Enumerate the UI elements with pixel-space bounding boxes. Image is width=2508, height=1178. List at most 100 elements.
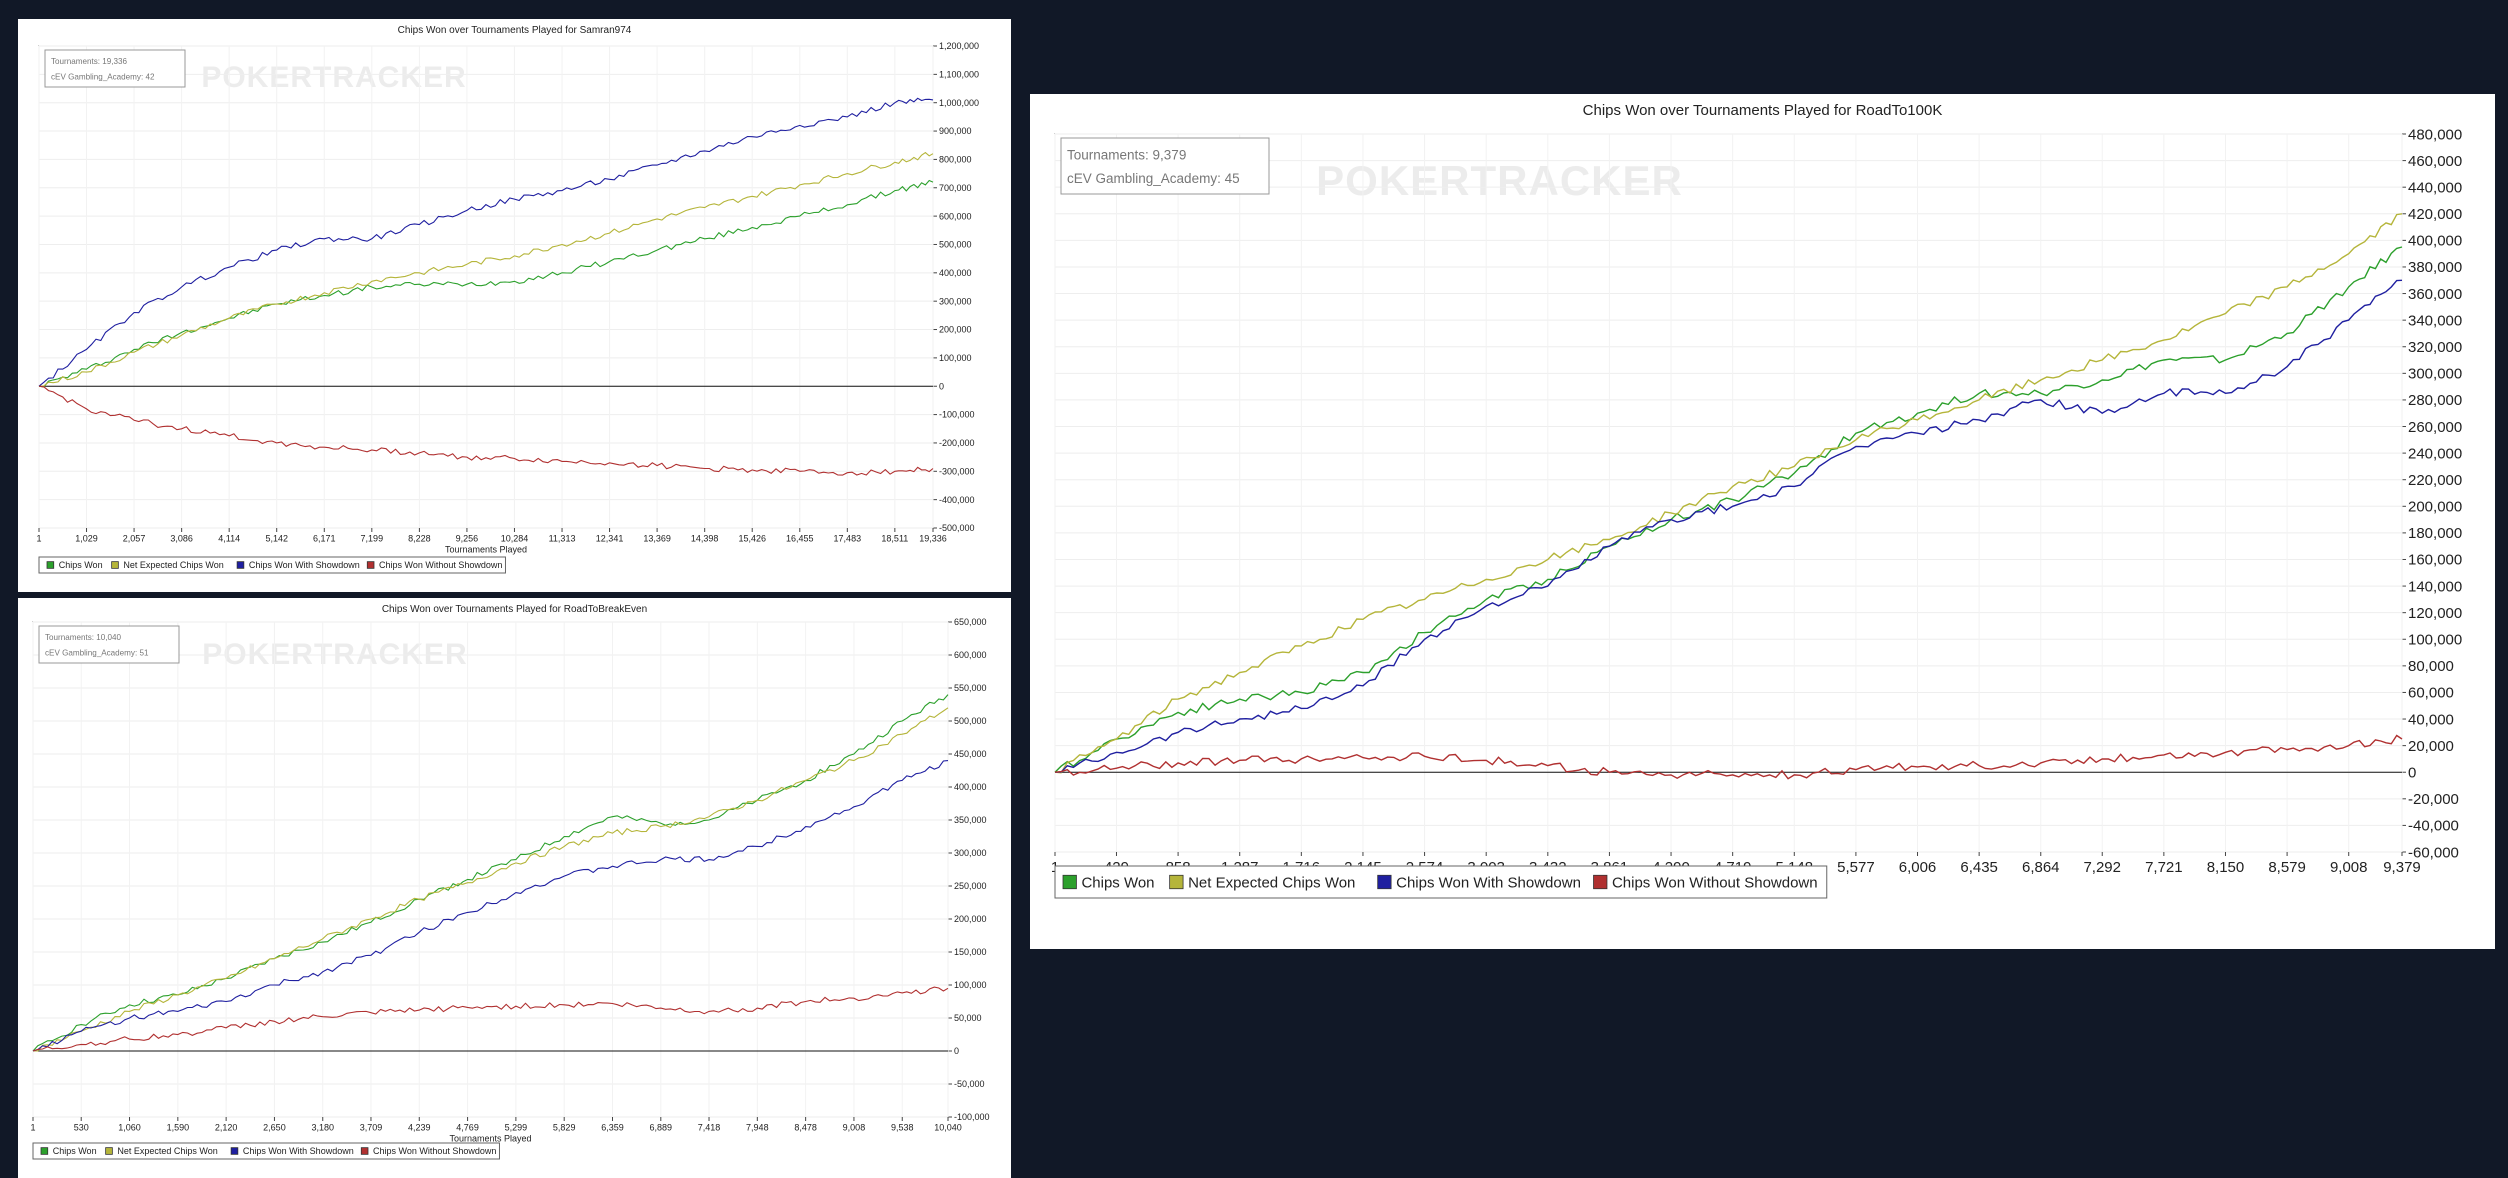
legend-label-4: Chips Won Without Showdown	[1612, 874, 1818, 891]
legend: Chips Won Net Expected Chips Won Chips Won…	[32, 1142, 500, 1160]
y-tick-label: -100,000	[954, 1112, 990, 1122]
y-tick-label: 550,000	[954, 683, 987, 693]
y-tick-label: 900,000	[939, 126, 972, 136]
y-tick-label: 240,000	[2408, 445, 2462, 462]
y-tick-label: 100,000	[2408, 632, 2462, 649]
x-tick-label: 6,171	[313, 533, 336, 543]
x-tick-label: 4,239	[408, 1122, 431, 1132]
legend-swatch-3	[230, 1147, 239, 1155]
x-tick-label: 8,150	[2207, 859, 2245, 876]
stats-line: cEV Gambling_Academy: 45	[1067, 171, 1240, 186]
y-tick-label: -40,000	[2408, 818, 2459, 835]
legend-swatch-1	[1062, 874, 1077, 890]
x-tick-label: 17,483	[834, 533, 862, 543]
y-tick-label: 480,000	[2408, 126, 2462, 143]
x-tick-label: 7,199	[361, 533, 384, 543]
y-tick-label: 1,200,000	[939, 41, 979, 51]
legend-swatch-2	[111, 561, 119, 569]
x-tick-label: 8,228	[408, 533, 431, 543]
x-tick-label: 5,299	[505, 1122, 528, 1132]
y-tick-label: -500,000	[939, 523, 975, 533]
y-tick-label: -300,000	[939, 466, 975, 476]
watermark: POKERTRACKER	[201, 61, 466, 94]
x-tick-label: 6,889	[650, 1122, 673, 1132]
y-tick-label: 150,000	[954, 947, 987, 957]
y-tick-label: 50,000	[954, 1013, 982, 1023]
chart-panel-samran974: Chips Won over Tournaments Played for Sa…	[18, 19, 1011, 592]
legend-label-1: Chips Won	[59, 560, 103, 570]
y-tick-label: 420,000	[2408, 206, 2462, 223]
stats-line: Tournaments: 10,040	[45, 633, 122, 642]
x-tick-label: 9,008	[843, 1122, 866, 1132]
x-tick-label: 7,721	[2145, 859, 2183, 876]
x-tick-label: 7,948	[746, 1122, 769, 1132]
chart-title: Chips Won over Tournaments Played for Sa…	[398, 25, 632, 36]
legend-label-4: Chips Won Without Showdown	[373, 1146, 496, 1156]
chart-panel-roadtobreakeven: Chips Won over Tournaments Played for Ro…	[18, 598, 1011, 1178]
series-line-3	[32, 760, 949, 1052]
y-tick-label: 200,000	[2408, 499, 2462, 516]
series-line-1	[1054, 246, 2403, 773]
y-tick-label: 200,000	[954, 914, 987, 924]
y-tick-label: 320,000	[2408, 339, 2462, 356]
series-line-3	[38, 97, 934, 387]
y-tick-label: 0	[954, 1046, 959, 1056]
y-tick-label: 460,000	[2408, 153, 2462, 170]
legend-swatch-1	[40, 1147, 49, 1155]
y-tick-label: 260,000	[2408, 419, 2462, 436]
x-tick-label: 6,359	[601, 1122, 624, 1132]
legend-label-1: Chips Won	[53, 1146, 97, 1156]
legend-swatch-3	[1377, 874, 1392, 890]
y-tick-label: 250,000	[954, 881, 987, 891]
x-tick-label: 5,829	[553, 1122, 576, 1132]
series-line-1	[32, 694, 949, 1052]
chart-svg-roadto100k: Chips Won over Tournaments Played for Ro…	[1051, 102, 2462, 899]
stats-line: cEV Gambling_Academy: 42	[51, 73, 155, 82]
y-tick-label: 80,000	[2408, 658, 2454, 675]
y-tick-label: 300,000	[2408, 366, 2462, 383]
x-tick-label: 19,336	[919, 533, 947, 543]
y-tick-label: 400,000	[2408, 233, 2462, 250]
series-line-2	[1054, 213, 2403, 774]
y-tick-label: 0	[2408, 764, 2416, 781]
y-tick-label: 300,000	[954, 848, 987, 858]
stats-line: Tournaments: 9,379	[1067, 147, 1186, 162]
y-tick-label: 400,000	[939, 268, 972, 278]
y-tick-label: 350,000	[954, 815, 987, 825]
legend-frame	[1054, 865, 1828, 899]
x-tick-label: 8,579	[2268, 859, 2306, 876]
legend: Chips Won Net Expected Chips Won Chips Won…	[38, 556, 506, 574]
x-tick-label: 4,114	[218, 533, 240, 543]
series-line-4	[32, 986, 949, 1052]
plot-area	[1054, 133, 2403, 853]
legend-label-4: Chips Won Without Showdown	[379, 560, 502, 570]
y-tick-label: 400,000	[954, 782, 987, 792]
x-tick-label: 10,040	[934, 1122, 962, 1132]
stats-box: Tournaments: 19,336 cEV Gambling_Academy:…	[44, 49, 186, 88]
x-tick-label: 18,511	[881, 533, 908, 543]
x-tick-label: 10,284	[501, 533, 529, 543]
x-tick-label: 1	[30, 1122, 35, 1132]
x-tick-label: 9,008	[2330, 859, 2368, 876]
y-tick-label: 180,000	[2408, 525, 2462, 542]
x-tick-label: 12,341	[596, 533, 624, 543]
y-tick-label: -60,000	[2408, 844, 2459, 861]
y-tick-label: 450,000	[954, 749, 987, 759]
plot-area	[38, 45, 934, 529]
y-tick-label: 20,000	[2408, 738, 2454, 755]
y-tick-label: -50,000	[954, 1079, 985, 1089]
x-tick-label: 15,426	[738, 533, 766, 543]
x-tick-label: 16,455	[786, 533, 814, 543]
series-line-3	[1054, 279, 2403, 773]
chart-title: Chips Won over Tournaments Played for Ro…	[1583, 102, 1943, 119]
legend-label-3: Chips Won With Showdown	[249, 560, 360, 570]
legend-swatch-2	[1169, 874, 1184, 890]
legend-label-3: Chips Won With Showdown	[1396, 874, 1581, 891]
legend-label-1: Chips Won	[1081, 874, 1154, 891]
x-tick-label: 7,292	[2083, 859, 2121, 876]
x-tick-label: 9,379	[2383, 859, 2421, 876]
x-tick-label: 4,769	[456, 1122, 479, 1132]
y-tick-label: 220,000	[2408, 472, 2462, 489]
y-tick-label: 140,000	[2408, 578, 2462, 595]
x-tick-label: 2,650	[263, 1122, 286, 1132]
